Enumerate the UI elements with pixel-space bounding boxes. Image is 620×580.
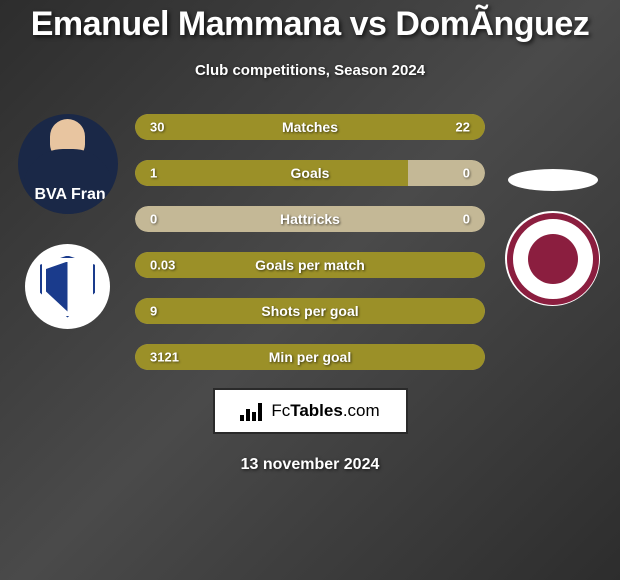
- stat-bar: 1 0 Goals: [135, 160, 485, 186]
- stat-value-left: 3121: [150, 350, 179, 365]
- shield-icon: [40, 256, 95, 318]
- stat-label: Goals: [291, 165, 330, 181]
- player2-top-ellipse: [508, 169, 598, 191]
- page-title: Emanuel Mammana vs DomÃ­nguez: [31, 5, 589, 44]
- stat-value-left: 1: [150, 166, 157, 181]
- page-subtitle: Club competitions, Season 2024: [195, 62, 425, 79]
- fctables-logo: FcTables.com: [213, 388, 408, 434]
- player1-photo: BVA Fran: [18, 114, 118, 214]
- player2-club-badge: [505, 211, 600, 306]
- stat-label: Goals per match: [255, 257, 365, 273]
- player1-column: BVA Fran: [0, 114, 135, 370]
- stat-value-right: 22: [456, 120, 470, 135]
- stat-bar: 0.03 Goals per match: [135, 252, 485, 278]
- logo-text: FcTables.com: [271, 401, 379, 421]
- stat-bar: 30 22 Matches: [135, 114, 485, 140]
- player2-column: [485, 114, 620, 370]
- player1-club-badge: [25, 244, 110, 329]
- logo-prefix: Fc: [271, 401, 290, 420]
- stat-value-right: 0: [463, 166, 470, 181]
- stat-value-left: 30: [150, 120, 164, 135]
- stat-value-right: 0: [463, 212, 470, 227]
- stat-bar: 9 Shots per goal: [135, 298, 485, 324]
- stat-label: Min per goal: [269, 349, 351, 365]
- stat-bar: 0 0 Hattricks: [135, 206, 485, 232]
- logo-suffix: .com: [343, 401, 380, 420]
- logo-bold: Tables: [290, 401, 343, 420]
- stat-label: Matches: [282, 119, 338, 135]
- stats-area: BVA Fran 30 22 Matches 1 0 Goals 0 0 Hattricks 0.…: [0, 114, 620, 370]
- chart-icon: [240, 401, 266, 421]
- shield-inner: [46, 262, 89, 312]
- stat-value-left: 0.03: [150, 258, 175, 273]
- stat-label: Shots per goal: [261, 303, 358, 319]
- stat-bar: 3121 Min per goal: [135, 344, 485, 370]
- player1-sponsor: BVA Fran: [35, 186, 106, 204]
- player1-body: BVA Fran: [23, 149, 113, 214]
- date-text: 13 november 2024: [241, 456, 380, 474]
- stat-value-left: 9: [150, 304, 157, 319]
- stats-center: 30 22 Matches 1 0 Goals 0 0 Hattricks 0.03 Goals p…: [135, 114, 485, 370]
- stat-label: Hattricks: [280, 211, 340, 227]
- main-container: Emanuel Mammana vs DomÃ­nguez Club compe…: [0, 0, 620, 580]
- club-badge-2-center: [528, 234, 578, 284]
- stat-value-left: 0: [150, 212, 157, 227]
